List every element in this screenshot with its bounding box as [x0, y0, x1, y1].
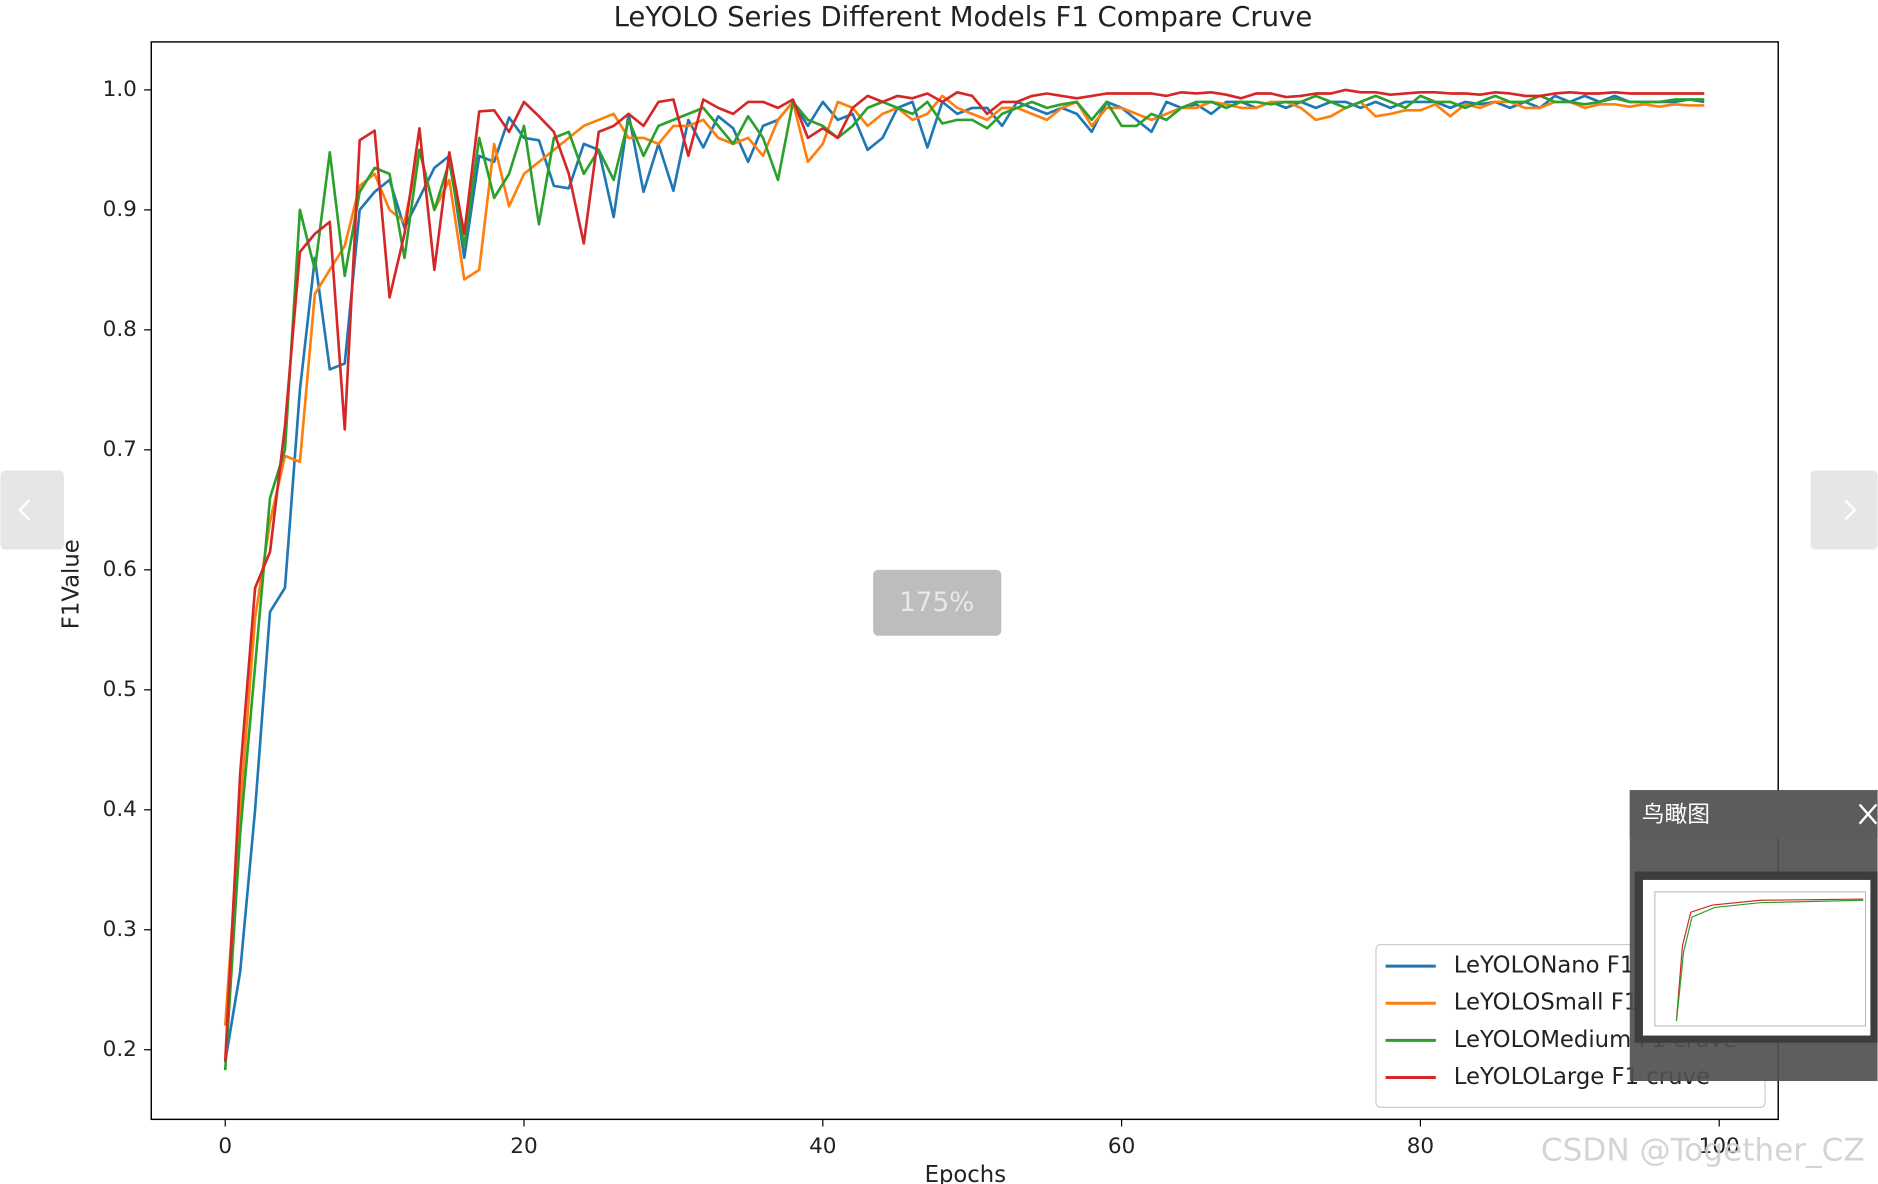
- next-button[interactable]: [1810, 470, 1878, 550]
- overview-title: 鸟瞰图: [1642, 802, 1710, 828]
- x-tick-label: 40: [809, 1134, 836, 1159]
- series-line: [223, 94, 1705, 1026]
- x-tick-label: 80: [1407, 1134, 1434, 1159]
- prev-icon: [17, 499, 30, 521]
- x-axis-label: Epochs: [925, 1162, 1006, 1184]
- y-tick-label: 0.2: [103, 1037, 137, 1062]
- overview-panel: 鸟瞰图: [1629, 790, 1878, 1082]
- y-tick-label: 0.8: [103, 317, 137, 342]
- y-tick-label: 0.4: [103, 797, 137, 822]
- overview-thumb-curve: [1675, 898, 1864, 1021]
- zoom-badge: [873, 569, 1002, 636]
- overview-header: [1629, 790, 1878, 839]
- x-tick-label: 20: [510, 1134, 537, 1159]
- series-line: [223, 88, 1705, 1062]
- overview-thumb-axes: [1654, 891, 1866, 1027]
- overview-thumbnail: [1642, 879, 1871, 1036]
- overview-thumb-curve: [1675, 899, 1864, 1022]
- y-tick-label: 0.7: [103, 437, 137, 462]
- x-tick-label: 0: [218, 1134, 232, 1159]
- series-line: [223, 94, 1705, 1071]
- plot-area: 0 20 40 60 80 100 0.2 0.3 0.4 0.5 0.6 0.7 0.8 0.9 1.0: [103, 77, 1740, 1159]
- chart-title: LeYOLO Series Different Models F1 Compar…: [614, 1, 1313, 33]
- y-tick-label: 0.6: [103, 557, 137, 582]
- y-tick-label: 1.0: [103, 77, 137, 102]
- y-axis-label: F1Value: [59, 539, 85, 629]
- x-tick-label: 60: [1108, 1134, 1135, 1159]
- watermark: CSDN @Together_CZ: [1541, 1133, 1865, 1169]
- axes-frame: [150, 41, 1779, 1121]
- x-tick-label: 100: [1699, 1134, 1740, 1159]
- zoom-label: 175%: [899, 588, 974, 618]
- y-tick-label: 0.3: [103, 917, 137, 942]
- prev-button[interactable]: [0, 470, 64, 550]
- next-icon: [1844, 499, 1857, 521]
- y-tick-label: 0.9: [103, 197, 137, 222]
- overview-close[interactable]: [1858, 803, 1878, 825]
- y-tick-label: 0.5: [103, 677, 137, 702]
